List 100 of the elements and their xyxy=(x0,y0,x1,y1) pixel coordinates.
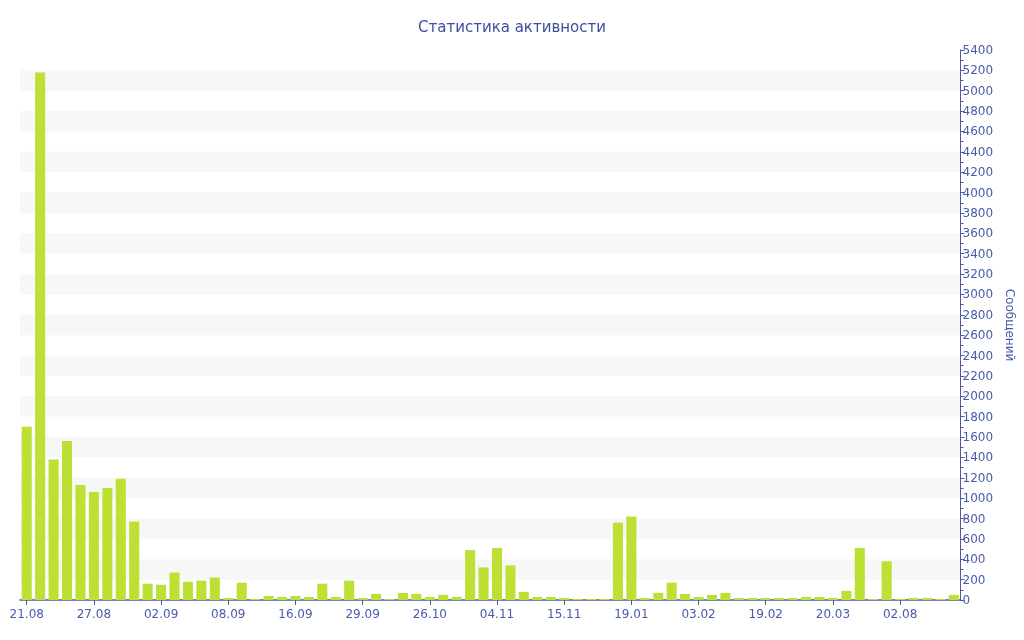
bar xyxy=(438,594,449,600)
bar xyxy=(478,567,489,600)
bar xyxy=(532,596,543,600)
bar xyxy=(48,459,59,600)
x-tick-label: 03.02 xyxy=(681,607,716,621)
bar xyxy=(921,597,933,600)
x-tick-label: 19.01 xyxy=(614,607,649,621)
bar xyxy=(88,492,99,600)
bar xyxy=(733,597,744,600)
bar xyxy=(801,596,812,600)
bar xyxy=(720,592,731,600)
y-axis-title: Сообщений xyxy=(1003,288,1017,362)
y-tick-label: 5400 xyxy=(962,43,994,57)
chart-title: Статистика активности xyxy=(418,17,606,36)
bar xyxy=(706,594,718,600)
bar xyxy=(854,548,865,600)
bar xyxy=(680,593,691,600)
bar xyxy=(559,597,570,600)
x-tick-label: 19.02 xyxy=(748,607,783,621)
x-tick-label: 16.09 xyxy=(278,607,313,621)
bar xyxy=(639,597,650,600)
y-tick-label: 800 xyxy=(962,511,986,526)
y-tick-label: 3200 xyxy=(962,267,994,282)
y-tick-label: 1000 xyxy=(962,491,994,506)
bar xyxy=(545,596,556,600)
x-tick-label: 21.08 xyxy=(9,607,44,621)
bar xyxy=(276,596,288,600)
y-tick-label: 1800 xyxy=(962,409,994,424)
bar xyxy=(357,597,368,600)
bar xyxy=(626,516,637,600)
bar xyxy=(182,581,193,600)
y-tick-label: 2000 xyxy=(962,389,994,404)
x-tick-label: 02.08 xyxy=(882,607,918,621)
bar xyxy=(102,487,113,600)
bar xyxy=(344,580,355,600)
bar xyxy=(518,591,529,600)
bar xyxy=(787,597,798,600)
bar xyxy=(411,593,422,600)
bar xyxy=(948,594,959,600)
bar xyxy=(881,561,892,600)
y-tick-label: 1200 xyxy=(962,470,994,485)
y-tick-label: 3400 xyxy=(962,246,994,261)
x-tick-label: 08.09 xyxy=(211,607,246,621)
bar xyxy=(21,426,32,600)
y-tick-label: 3800 xyxy=(962,205,994,220)
y-tick-label: 200 xyxy=(962,572,986,587)
bar xyxy=(465,550,476,600)
bar xyxy=(196,580,207,600)
bar xyxy=(236,582,247,600)
y-tick-label: 5000 xyxy=(962,83,994,98)
bar xyxy=(908,597,919,600)
y-tick-label: 4200 xyxy=(962,165,994,180)
bar xyxy=(397,592,408,600)
bar xyxy=(814,596,825,600)
bar xyxy=(760,597,771,600)
bar xyxy=(35,72,46,600)
y-tick-label: 1600 xyxy=(962,430,994,445)
bar xyxy=(303,596,314,600)
y-tick-label: 4400 xyxy=(962,144,994,159)
bar xyxy=(317,583,328,600)
x-tick-label: 15.11 xyxy=(547,607,582,621)
bar xyxy=(827,597,838,600)
y-tick-label: 2400 xyxy=(962,348,994,363)
y-tick-label: 4000 xyxy=(962,185,994,200)
bar xyxy=(612,522,623,600)
bar xyxy=(693,596,704,600)
bar xyxy=(263,595,274,600)
bar xyxy=(115,478,126,600)
y-tick-label: 4600 xyxy=(962,124,994,139)
y-tick-label: 5200 xyxy=(962,63,994,78)
bar xyxy=(61,441,73,600)
x-tick-label: 26.10 xyxy=(412,607,447,621)
bar xyxy=(290,595,301,600)
bar xyxy=(209,577,220,600)
bar xyxy=(142,583,153,600)
y-tick-label: 2800 xyxy=(962,307,994,322)
bar xyxy=(505,565,516,600)
bar xyxy=(156,584,167,600)
bar xyxy=(169,572,180,600)
bar xyxy=(223,597,234,600)
bar xyxy=(330,596,341,600)
y-tick-label: 2600 xyxy=(962,328,994,343)
x-tick-label: 29.09 xyxy=(345,607,380,621)
x-tick-label: 04.11 xyxy=(479,607,515,621)
x-tick-label: 02.09 xyxy=(143,607,179,621)
bar xyxy=(371,593,382,600)
bar xyxy=(75,484,86,600)
x-tick-label: 27.08 xyxy=(76,607,112,621)
x-tick-label: 20.03 xyxy=(815,607,851,621)
y-tick-label: 0 xyxy=(962,593,971,607)
y-tick-label: 2200 xyxy=(962,368,994,383)
bar xyxy=(666,582,677,600)
bar xyxy=(653,592,664,600)
bar xyxy=(747,597,758,600)
y-tick-label: 3000 xyxy=(962,287,994,302)
bar xyxy=(424,596,435,600)
y-tick-label: 600 xyxy=(962,531,986,546)
y-tick-label: 3600 xyxy=(962,226,994,241)
bar xyxy=(491,548,503,600)
bar xyxy=(841,590,852,600)
